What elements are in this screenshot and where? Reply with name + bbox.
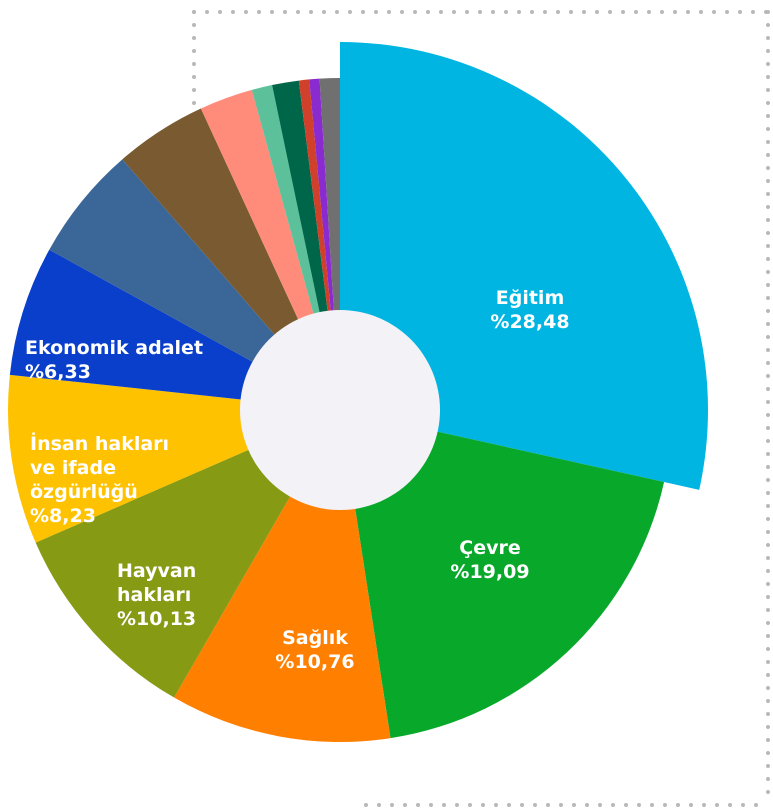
value-label: %6,33 (25, 361, 91, 383)
category-label: Çevre (459, 537, 521, 559)
value-label: %10,13 (117, 608, 197, 630)
donut-hole (240, 310, 440, 510)
category-label: Sağlık (282, 627, 348, 649)
category-label: Eğitim (495, 287, 565, 309)
slice-label: Sağlık %10,76 (255, 626, 375, 674)
slice-label: Eğitim %28,48 (470, 286, 590, 334)
pie-slice (340, 410, 665, 739)
value-label: %19,09 (450, 561, 530, 583)
category-label: İnsan hakları ve ifade özgürlüğü (30, 433, 170, 503)
value-label: %10,76 (275, 651, 355, 673)
slice-label: Çevre %19,09 (430, 536, 550, 584)
value-label: %28,48 (490, 311, 570, 333)
pie-slice (35, 410, 340, 698)
slice-label: Hayvan hakları %10,13 (117, 559, 227, 631)
slice-label: İnsan hakları ve ifade özgürlüğü %8,23 (30, 432, 190, 528)
category-label: Hayvan hakları (117, 560, 197, 606)
slice-label: Ekonomik adalet %6,33 (25, 336, 205, 384)
dotted-frame (192, 10, 770, 807)
category-label: Ekonomik adalet (25, 337, 204, 359)
value-label: %8,23 (30, 505, 96, 527)
